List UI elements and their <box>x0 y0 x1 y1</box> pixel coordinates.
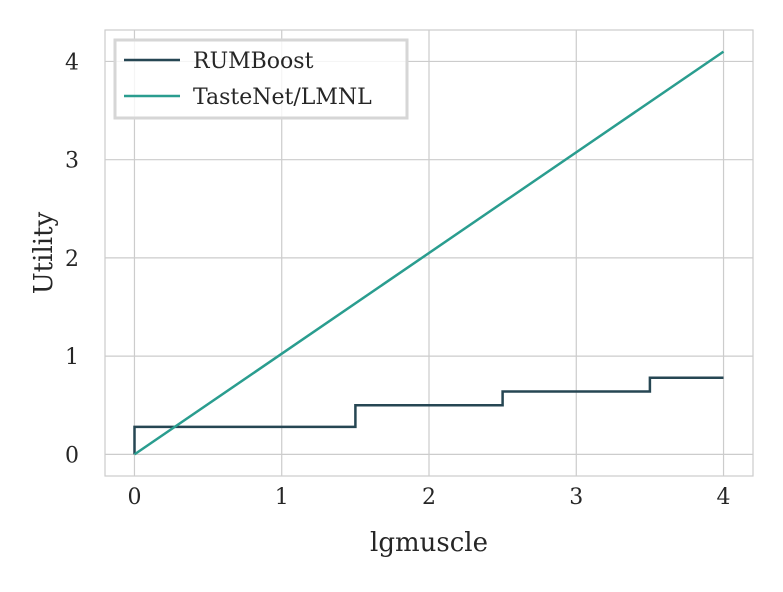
series-line-rumboost <box>133 376 724 455</box>
x-axis-label: lgmuscle <box>370 528 488 558</box>
legend-box <box>113 38 409 120</box>
y-tick-label: 3 <box>65 149 79 174</box>
legend-label-tastenet: TasteNet/LMNL <box>193 85 372 110</box>
x-tick-label: 0 <box>127 485 141 510</box>
y-tick-label: 4 <box>65 50 79 75</box>
x-tick-label: 1 <box>275 485 289 510</box>
y-tick-label: 0 <box>65 443 79 468</box>
legend: RUMBoost TasteNet/LMNL <box>113 38 409 120</box>
x-tick-label: 3 <box>569 485 583 510</box>
y-tick-labels: 0 1 2 3 4 <box>65 50 79 468</box>
x-tick-labels: 0 1 2 3 4 <box>127 485 730 510</box>
y-axis-label: Utility <box>29 211 59 294</box>
series-lines <box>133 50 725 456</box>
legend-label-rumboost: RUMBoost <box>193 49 314 74</box>
series-line-tastenet-lmnl <box>133 50 725 456</box>
x-tick-label: 4 <box>717 485 731 510</box>
y-tick-label: 1 <box>65 345 79 370</box>
x-tick-label: 2 <box>422 485 436 510</box>
y-tick-label: 2 <box>65 247 79 272</box>
